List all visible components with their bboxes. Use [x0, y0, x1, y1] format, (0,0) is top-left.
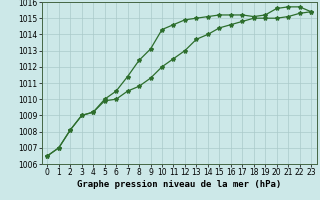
X-axis label: Graphe pression niveau de la mer (hPa): Graphe pression niveau de la mer (hPa)	[77, 180, 281, 189]
